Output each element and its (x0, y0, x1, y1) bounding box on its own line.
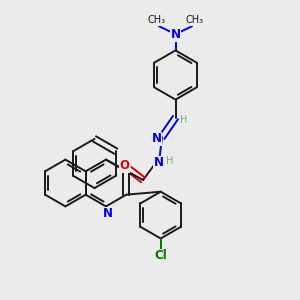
Text: H: H (180, 115, 188, 125)
Text: CH₃: CH₃ (185, 15, 203, 26)
Text: N: N (102, 207, 112, 220)
Text: O: O (119, 159, 129, 172)
Text: N: N (170, 28, 181, 41)
Text: Cl: Cl (154, 249, 167, 262)
Text: CH₃: CH₃ (148, 15, 166, 26)
Text: N: N (152, 132, 162, 145)
Text: H: H (167, 156, 174, 166)
Text: N: N (154, 156, 164, 170)
